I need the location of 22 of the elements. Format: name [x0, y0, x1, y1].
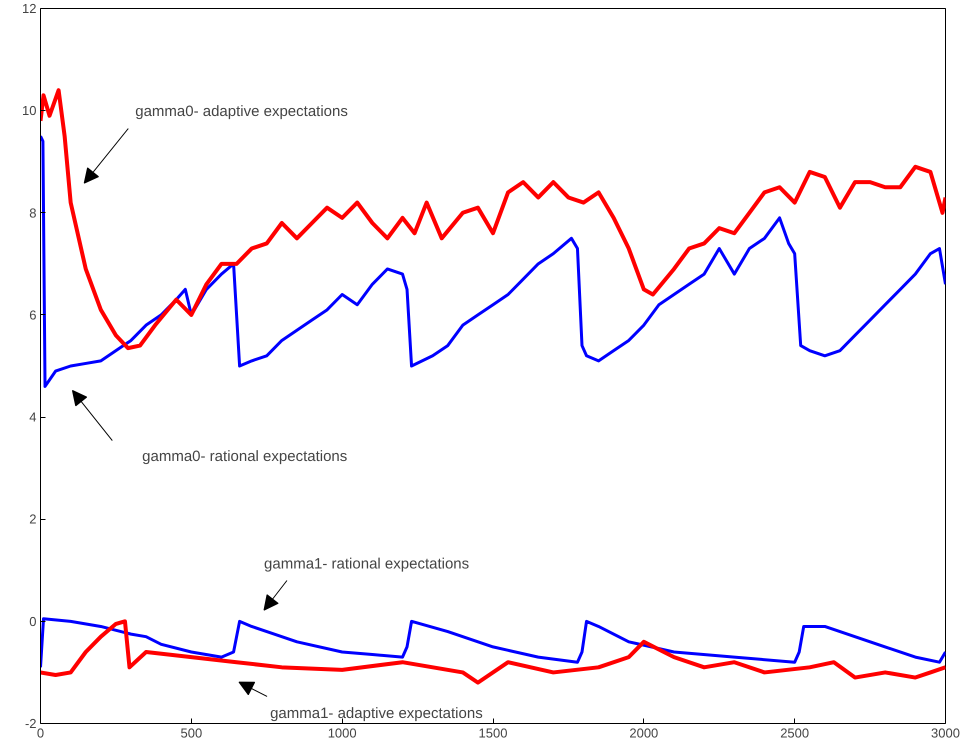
annotation: gamma0- adaptive expectations: [135, 102, 348, 120]
annotation: gamma1- adaptive expectations: [270, 705, 483, 722]
x-tick-label: 2000: [629, 726, 658, 740]
x-tick-label: 500: [180, 726, 202, 740]
line-series: [40, 88, 946, 350]
annotation: gamma1- rational expectations: [264, 555, 470, 572]
x-tick-label: 1500: [478, 726, 508, 740]
y-tick-label: -2: [24, 716, 37, 731]
y-tick-label: 8: [29, 205, 37, 220]
line-series: [40, 617, 946, 669]
y-tick-label: 0: [29, 614, 37, 629]
y-tick-label: 12: [22, 1, 37, 16]
y-tick-label: 4: [29, 410, 37, 425]
line-series: [40, 134, 946, 388]
y-tick-label: 2: [29, 512, 37, 527]
annotation: gamma0- rational expectations: [142, 448, 348, 466]
y-tick-label: 6: [29, 307, 37, 322]
x-tick-label: 2500: [780, 726, 810, 740]
y-tick-label: 10: [22, 103, 37, 118]
x-tick-label: 3000: [931, 726, 960, 740]
x-tick-label: 1000: [328, 726, 357, 740]
line-series: [40, 619, 946, 685]
